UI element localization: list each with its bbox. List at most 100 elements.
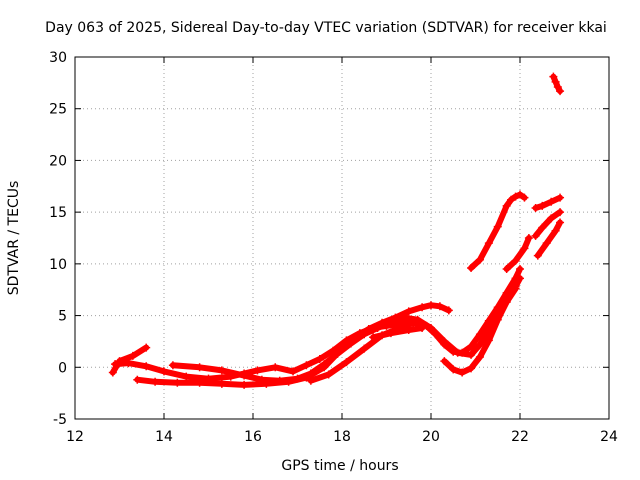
data-point-marker [240, 380, 249, 389]
data-point-marker [418, 303, 427, 312]
data-point-marker [333, 349, 342, 358]
data-point-marker [160, 367, 168, 376]
data-point-marker [142, 343, 151, 352]
data-point-marker [257, 375, 266, 384]
data-point-marker [427, 301, 435, 310]
series-line [109, 344, 150, 376]
y-tick-label: 15 [49, 205, 67, 221]
data-point-marker [542, 239, 551, 248]
data-point-marker [520, 244, 529, 253]
data-point-marker [329, 346, 338, 355]
series-line [534, 219, 563, 259]
data-point-marker [369, 333, 378, 342]
data-point-marker [427, 323, 435, 332]
data-point-marker [440, 357, 449, 366]
data-point-marker [373, 323, 382, 332]
data-point-marker [289, 367, 298, 376]
y-tick-label: 25 [49, 102, 67, 118]
data-point-marker [556, 87, 565, 96]
series-track-10 [531, 193, 565, 213]
data-point-marker [502, 265, 511, 274]
y-tick-label: -5 [53, 412, 67, 428]
x-tick-label: 22 [511, 429, 529, 445]
data-point-marker [382, 319, 391, 328]
data-point-marker [195, 363, 204, 372]
series-track-4 [168, 274, 524, 385]
data-point-marker [520, 193, 529, 202]
x-tick-label: 18 [333, 429, 351, 445]
series-line [370, 325, 426, 341]
data-point-marker [182, 372, 191, 381]
data-point-marker [342, 358, 351, 367]
data-point-marker [547, 214, 556, 223]
data-point-marker [547, 197, 556, 206]
series-track-6 [369, 323, 427, 342]
data-point-marker [440, 337, 449, 346]
data-point-marker [435, 302, 444, 311]
data-point-marker [516, 190, 524, 199]
data-point-marker [475, 340, 484, 349]
data-point-marker [444, 306, 453, 315]
data-point-marker [360, 344, 369, 353]
data-point-marker [195, 378, 204, 387]
data-point-marker [551, 77, 560, 86]
x-axis-title: GPS time / hours [281, 458, 398, 474]
series-track-7 [440, 284, 520, 377]
data-point-marker [516, 265, 524, 274]
data-point-marker [467, 263, 476, 272]
series-line [550, 73, 563, 95]
data-point-marker [315, 355, 324, 364]
data-point-marker [475, 255, 484, 264]
data-point-marker [467, 342, 476, 351]
data-point-marker [533, 251, 542, 260]
data-point-marker [253, 366, 262, 375]
data-point-marker [531, 204, 540, 213]
data-point-marker [511, 284, 520, 293]
chart-title: Day 063 of 2025, Sidereal Day-to-day VTE… [45, 20, 607, 36]
data-point-marker [556, 193, 565, 202]
data-point-marker [404, 307, 413, 316]
data-point-marker [475, 352, 484, 361]
y-tick-label: 5 [58, 309, 67, 325]
x-tick-label: 12 [66, 429, 84, 445]
data-point-marker [556, 218, 565, 227]
series-track-1 [108, 343, 151, 377]
series-line [112, 266, 523, 382]
data-point-marker [128, 351, 137, 360]
data-point-marker [531, 231, 540, 240]
series-line [532, 194, 563, 211]
data-point-marker [553, 82, 562, 91]
data-point-marker [168, 361, 177, 370]
axis-ticks [74, 56, 610, 420]
data-point-marker [400, 313, 409, 322]
data-point-marker [551, 226, 560, 235]
data-point-marker [320, 360, 329, 369]
series-track-11 [531, 208, 565, 240]
data-point-marker [484, 239, 493, 248]
data-point-marker [391, 315, 400, 324]
data-point-marker [418, 323, 427, 332]
data-point-marker [240, 371, 249, 380]
data-point-marker [511, 256, 520, 265]
y-tick-label: 0 [58, 360, 67, 376]
data-point-marker [386, 329, 395, 338]
data-point-marker [507, 195, 516, 204]
data-point-marker [306, 369, 315, 378]
tick-labels: 12 14 16 18 20 22 24 -5 0 5 10 15 20 25 30 [49, 50, 618, 445]
y-tick-label: 10 [49, 257, 67, 273]
series-line [532, 209, 563, 239]
data-point-marker [111, 360, 120, 369]
data-point-marker [142, 362, 151, 371]
series-track-13 [549, 72, 565, 96]
x-tick-label: 16 [244, 429, 262, 445]
data-point-marker [108, 368, 117, 377]
y-tick-label: 20 [49, 153, 67, 169]
data-point-marker [173, 378, 182, 387]
data-point-marker [346, 339, 355, 348]
data-point-marker [360, 330, 369, 339]
data-point-marker [133, 375, 142, 384]
data-point-marker [502, 201, 511, 210]
y-tick-label: 30 [49, 50, 67, 66]
data-point-marker [511, 192, 520, 201]
